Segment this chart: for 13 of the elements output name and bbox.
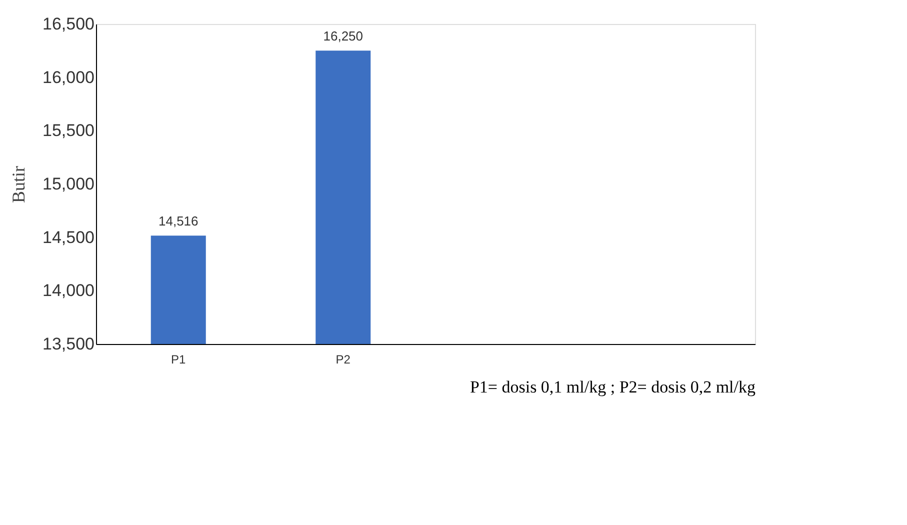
x-tick-label: P2 [336,352,351,366]
y-tick-label: 14,000 [42,281,94,300]
data-label: 14,516 [158,214,198,229]
y-axis-title: Butir [8,166,29,204]
x-tick-label: P1 [171,352,186,366]
y-tick-label: 15,000 [42,174,94,194]
y-tick-label: 16,500 [42,14,94,34]
y-tick-label: 13,500 [42,334,94,354]
y-tick-label: 14,500 [42,228,94,247]
y-tick-label: 15,500 [42,121,94,140]
x-axis-title: P1= dosis 0,1 ml/kg ; P2= dosis 0,2 ml/kg [470,378,756,396]
data-label: 16,250 [323,28,364,44]
y-tick-label: 16,000 [42,68,94,87]
